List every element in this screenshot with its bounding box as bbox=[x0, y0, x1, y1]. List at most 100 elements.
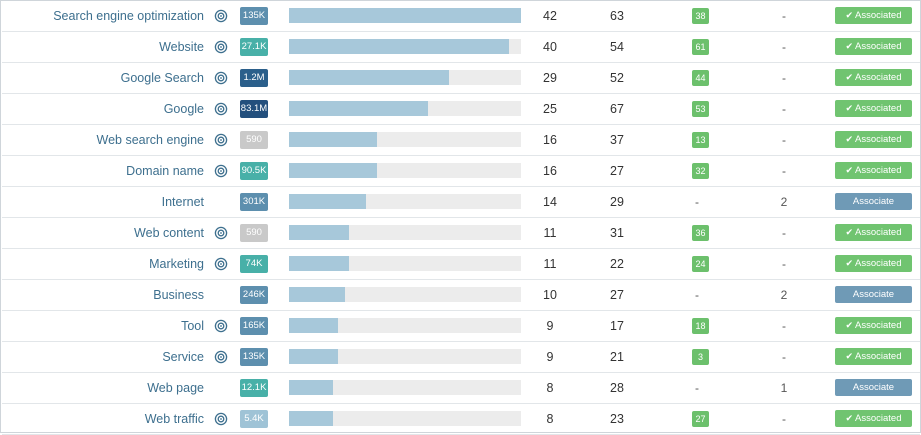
metric-value: 14 bbox=[543, 195, 557, 209]
keyword-link[interactable]: Website bbox=[159, 40, 204, 54]
keyword-link[interactable]: Web page bbox=[147, 381, 204, 395]
associated-button[interactable]: ✔ Associated bbox=[835, 317, 912, 334]
associated-button[interactable]: ✔ Associated bbox=[835, 7, 912, 24]
check-icon: ✔ bbox=[845, 165, 854, 175]
score-bar bbox=[289, 194, 521, 209]
keyword-link[interactable]: Google bbox=[163, 102, 204, 116]
metric-value: 22 bbox=[610, 257, 624, 271]
metric-value: 9 bbox=[546, 319, 554, 333]
target-icon[interactable] bbox=[214, 164, 228, 178]
associated-button[interactable]: ✔ Associated bbox=[835, 162, 912, 179]
target-icon[interactable] bbox=[214, 257, 228, 271]
button-label: Associate bbox=[852, 196, 895, 207]
check-icon: ✔ bbox=[845, 41, 854, 51]
check-icon: ✔ bbox=[845, 351, 854, 361]
table-row: Web page 12.1K 8 28 - 1 Associate bbox=[2, 373, 920, 404]
keyword-link[interactable]: Web content bbox=[134, 226, 204, 240]
keyword-link[interactable]: Domain name bbox=[126, 164, 204, 178]
score-bar-fill bbox=[289, 39, 510, 54]
rank-empty: - bbox=[695, 288, 699, 302]
associated-button[interactable]: ✔ Associated bbox=[835, 100, 912, 117]
associate-button[interactable]: Associate bbox=[835, 193, 912, 210]
associated-button[interactable]: ✔ Associated bbox=[835, 348, 912, 365]
search-volume-badge: 1.2M bbox=[240, 69, 268, 87]
button-label: Associated bbox=[855, 258, 902, 269]
metric-value: 42 bbox=[543, 9, 557, 23]
associate-button[interactable]: Associate bbox=[835, 379, 912, 396]
score-bar bbox=[289, 132, 521, 147]
keyword-link[interactable]: Google Search bbox=[120, 71, 204, 85]
metric-value: 27 bbox=[610, 164, 624, 178]
count-value: 1 bbox=[780, 381, 788, 395]
search-volume-badge: 27.1K bbox=[240, 38, 268, 56]
button-label: Associated bbox=[855, 134, 902, 145]
metric-value: 21 bbox=[610, 350, 624, 364]
metric-value: 63 bbox=[610, 9, 624, 23]
check-icon: ✔ bbox=[845, 413, 854, 423]
score-bar-fill bbox=[289, 318, 338, 333]
rank-badge: 24 bbox=[692, 256, 709, 272]
score-bar-fill bbox=[289, 380, 334, 395]
score-bar bbox=[289, 225, 521, 240]
target-icon[interactable] bbox=[214, 9, 228, 23]
score-bar-fill bbox=[289, 349, 338, 364]
check-icon: ✔ bbox=[845, 10, 854, 20]
rank-badge: 36 bbox=[692, 225, 709, 241]
target-icon[interactable] bbox=[214, 350, 228, 364]
associated-button[interactable]: ✔ Associated bbox=[835, 224, 912, 241]
associate-button[interactable]: Associate bbox=[835, 286, 912, 303]
keyword-link[interactable]: Web traffic bbox=[144, 412, 204, 426]
metric-value: 9 bbox=[546, 350, 554, 364]
count-value: - bbox=[782, 257, 786, 271]
table-row: Business 246K 10 27 - 2 Associate bbox=[2, 280, 920, 311]
target-icon[interactable] bbox=[214, 71, 228, 85]
associated-button[interactable]: ✔ Associated bbox=[835, 131, 912, 148]
table-row: Website 27.1K 40 54 61 - ✔ Associated bbox=[2, 32, 920, 63]
associated-button[interactable]: ✔ Associated bbox=[835, 410, 912, 427]
metric-value: 52 bbox=[610, 71, 624, 85]
target-icon[interactable] bbox=[214, 412, 228, 426]
count-value: 2 bbox=[780, 195, 788, 209]
associated-button[interactable]: ✔ Associated bbox=[835, 255, 912, 272]
keyword-link[interactable]: Search engine optimization bbox=[53, 9, 204, 23]
count-value: - bbox=[782, 9, 786, 23]
target-icon[interactable] bbox=[214, 133, 228, 147]
metric-value: 54 bbox=[610, 40, 624, 54]
keyword-link[interactable]: Tool bbox=[181, 319, 204, 333]
associated-button[interactable]: ✔ Associated bbox=[835, 38, 912, 55]
metric-value: 17 bbox=[610, 319, 624, 333]
keyword-link[interactable]: Internet bbox=[161, 195, 204, 209]
score-bar bbox=[289, 411, 521, 426]
table-row: Web search engine 590 16 37 13 - ✔ Associated bbox=[2, 125, 920, 156]
search-volume-badge: 135K bbox=[240, 348, 268, 366]
target-icon[interactable] bbox=[214, 319, 228, 333]
score-bar bbox=[289, 8, 521, 23]
count-value: - bbox=[782, 319, 786, 333]
keyword-link[interactable]: Business bbox=[153, 288, 204, 302]
rank-badge: 3 bbox=[692, 349, 709, 365]
check-icon: ✔ bbox=[845, 103, 854, 113]
target-icon[interactable] bbox=[214, 226, 228, 240]
keyword-link[interactable]: Service bbox=[162, 350, 204, 364]
check-icon: ✔ bbox=[845, 320, 854, 330]
count-value: - bbox=[782, 226, 786, 240]
rank-empty: - bbox=[695, 381, 699, 395]
table-row: Google 83.1M 25 67 53 - ✔ Associated bbox=[2, 94, 920, 125]
target-icon[interactable] bbox=[214, 40, 228, 54]
table-row: Search engine optimization 135K 42 63 38 - ✔ As… bbox=[2, 1, 920, 32]
score-bar-fill bbox=[289, 411, 334, 426]
associated-button[interactable]: ✔ Associated bbox=[835, 69, 912, 86]
keyword-link[interactable]: Web search engine bbox=[96, 133, 204, 147]
metric-value: 67 bbox=[610, 102, 624, 116]
metric-value: 29 bbox=[610, 195, 624, 209]
rank-empty: - bbox=[695, 195, 699, 209]
target-icon[interactable] bbox=[214, 102, 228, 116]
search-volume-badge: 135K bbox=[240, 7, 268, 25]
table-row: Google Search 1.2M 29 52 44 - ✔ Associated bbox=[2, 63, 920, 94]
metric-value: 27 bbox=[610, 288, 624, 302]
button-label: Associated bbox=[855, 103, 902, 114]
search-volume-badge: 301K bbox=[240, 193, 268, 211]
score-bar bbox=[289, 163, 521, 178]
keyword-link[interactable]: Marketing bbox=[149, 257, 204, 271]
